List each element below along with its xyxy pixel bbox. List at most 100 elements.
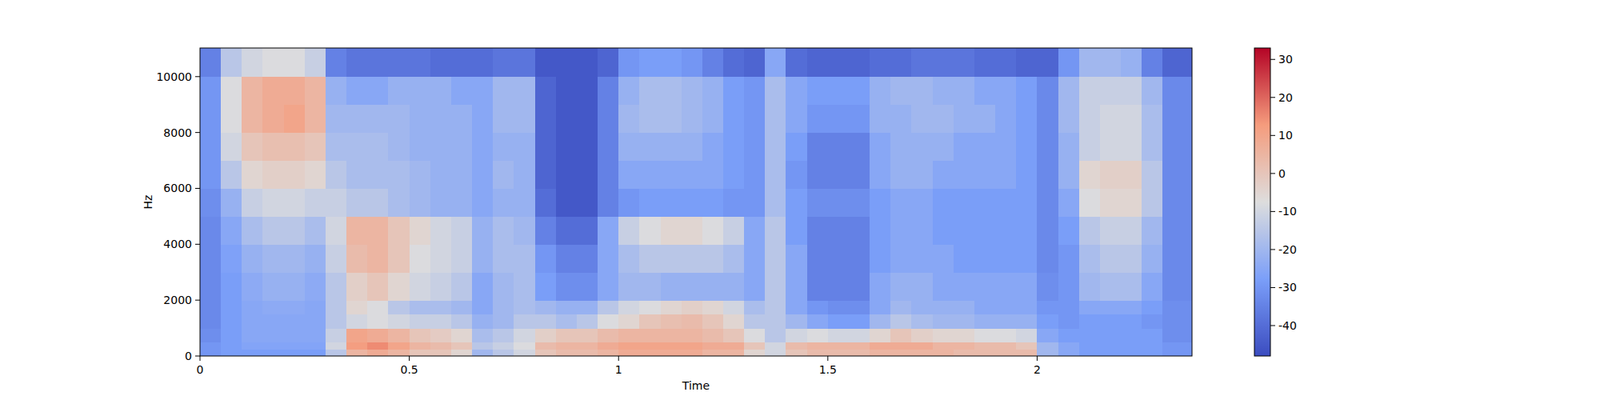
cell xyxy=(1141,342,1164,350)
cell xyxy=(764,272,787,301)
cell xyxy=(492,76,515,106)
cell xyxy=(932,160,955,190)
cell xyxy=(828,104,850,134)
cell xyxy=(1079,188,1101,217)
cell xyxy=(1120,342,1143,350)
cell xyxy=(911,314,933,329)
cell xyxy=(472,348,494,356)
cell xyxy=(388,132,410,162)
y-tick xyxy=(195,244,200,245)
x-tick-label: 0.5 xyxy=(400,363,418,376)
cell xyxy=(911,342,933,350)
cell xyxy=(367,328,389,343)
y-tick-label: 10000 xyxy=(156,70,192,84)
cell xyxy=(304,48,327,77)
cell xyxy=(535,300,557,315)
cell xyxy=(262,348,284,356)
cell xyxy=(681,342,704,350)
y-tick xyxy=(195,132,200,133)
cell xyxy=(284,328,306,343)
cell xyxy=(472,300,494,315)
cell xyxy=(492,328,515,343)
cell xyxy=(974,342,996,350)
cell xyxy=(681,160,704,190)
cell xyxy=(409,300,432,315)
cell xyxy=(681,188,704,217)
cell xyxy=(890,244,912,273)
cell xyxy=(388,348,410,356)
cell xyxy=(785,188,808,217)
cell xyxy=(660,244,683,273)
cell xyxy=(346,342,368,350)
cell xyxy=(744,300,766,315)
cell xyxy=(639,216,661,245)
colorbar-tick xyxy=(1270,248,1276,250)
cell xyxy=(932,104,955,134)
cell xyxy=(1058,300,1080,315)
cell xyxy=(1100,104,1122,134)
cell xyxy=(1036,216,1059,245)
cell xyxy=(764,104,787,134)
cell xyxy=(556,188,578,217)
cell xyxy=(869,188,892,217)
cell xyxy=(304,160,327,190)
cell xyxy=(262,48,284,77)
cell xyxy=(681,348,704,356)
cell xyxy=(492,300,515,315)
cell xyxy=(660,160,683,190)
cell xyxy=(869,300,892,315)
y-tick-label: 6000 xyxy=(163,181,192,195)
cell xyxy=(513,188,536,217)
y-axis-label: Hz xyxy=(141,195,155,210)
cell xyxy=(764,328,787,343)
cell xyxy=(723,342,745,350)
cell xyxy=(576,244,599,273)
cell xyxy=(492,244,515,273)
cell xyxy=(346,104,368,134)
cell xyxy=(974,244,996,273)
cell xyxy=(932,188,955,217)
cell xyxy=(911,48,933,77)
cell xyxy=(576,300,599,315)
y-tick xyxy=(195,188,200,189)
cell xyxy=(618,348,640,356)
cell xyxy=(346,132,368,162)
cell xyxy=(241,76,264,106)
cell xyxy=(367,314,389,329)
cell xyxy=(681,328,704,343)
cell xyxy=(262,216,284,245)
cell xyxy=(388,216,410,245)
cell xyxy=(1079,244,1101,273)
cell xyxy=(1079,300,1101,315)
cell xyxy=(807,300,829,315)
cell xyxy=(828,216,850,245)
cell xyxy=(785,132,808,162)
cell xyxy=(367,300,389,315)
cell xyxy=(807,216,829,245)
cell xyxy=(472,216,494,245)
cell xyxy=(953,132,976,162)
cell xyxy=(828,300,850,315)
cell xyxy=(472,244,494,273)
cell xyxy=(409,188,432,217)
cell xyxy=(1141,300,1164,315)
cell xyxy=(785,104,808,134)
cell xyxy=(932,348,955,356)
cell xyxy=(284,342,306,350)
cell xyxy=(890,216,912,245)
cell xyxy=(576,76,599,106)
cell xyxy=(807,48,829,77)
cell xyxy=(1079,314,1101,329)
cell xyxy=(492,104,515,134)
cell xyxy=(639,272,661,301)
cell xyxy=(451,300,473,315)
cell xyxy=(702,314,724,329)
colorbar-tick xyxy=(1270,172,1276,174)
cell xyxy=(220,104,243,134)
cell xyxy=(1141,188,1164,217)
cell xyxy=(1120,272,1143,301)
colorbar-tick-label: -10 xyxy=(1278,204,1297,218)
cell xyxy=(639,244,661,273)
cell xyxy=(911,272,933,301)
cell xyxy=(953,348,976,356)
